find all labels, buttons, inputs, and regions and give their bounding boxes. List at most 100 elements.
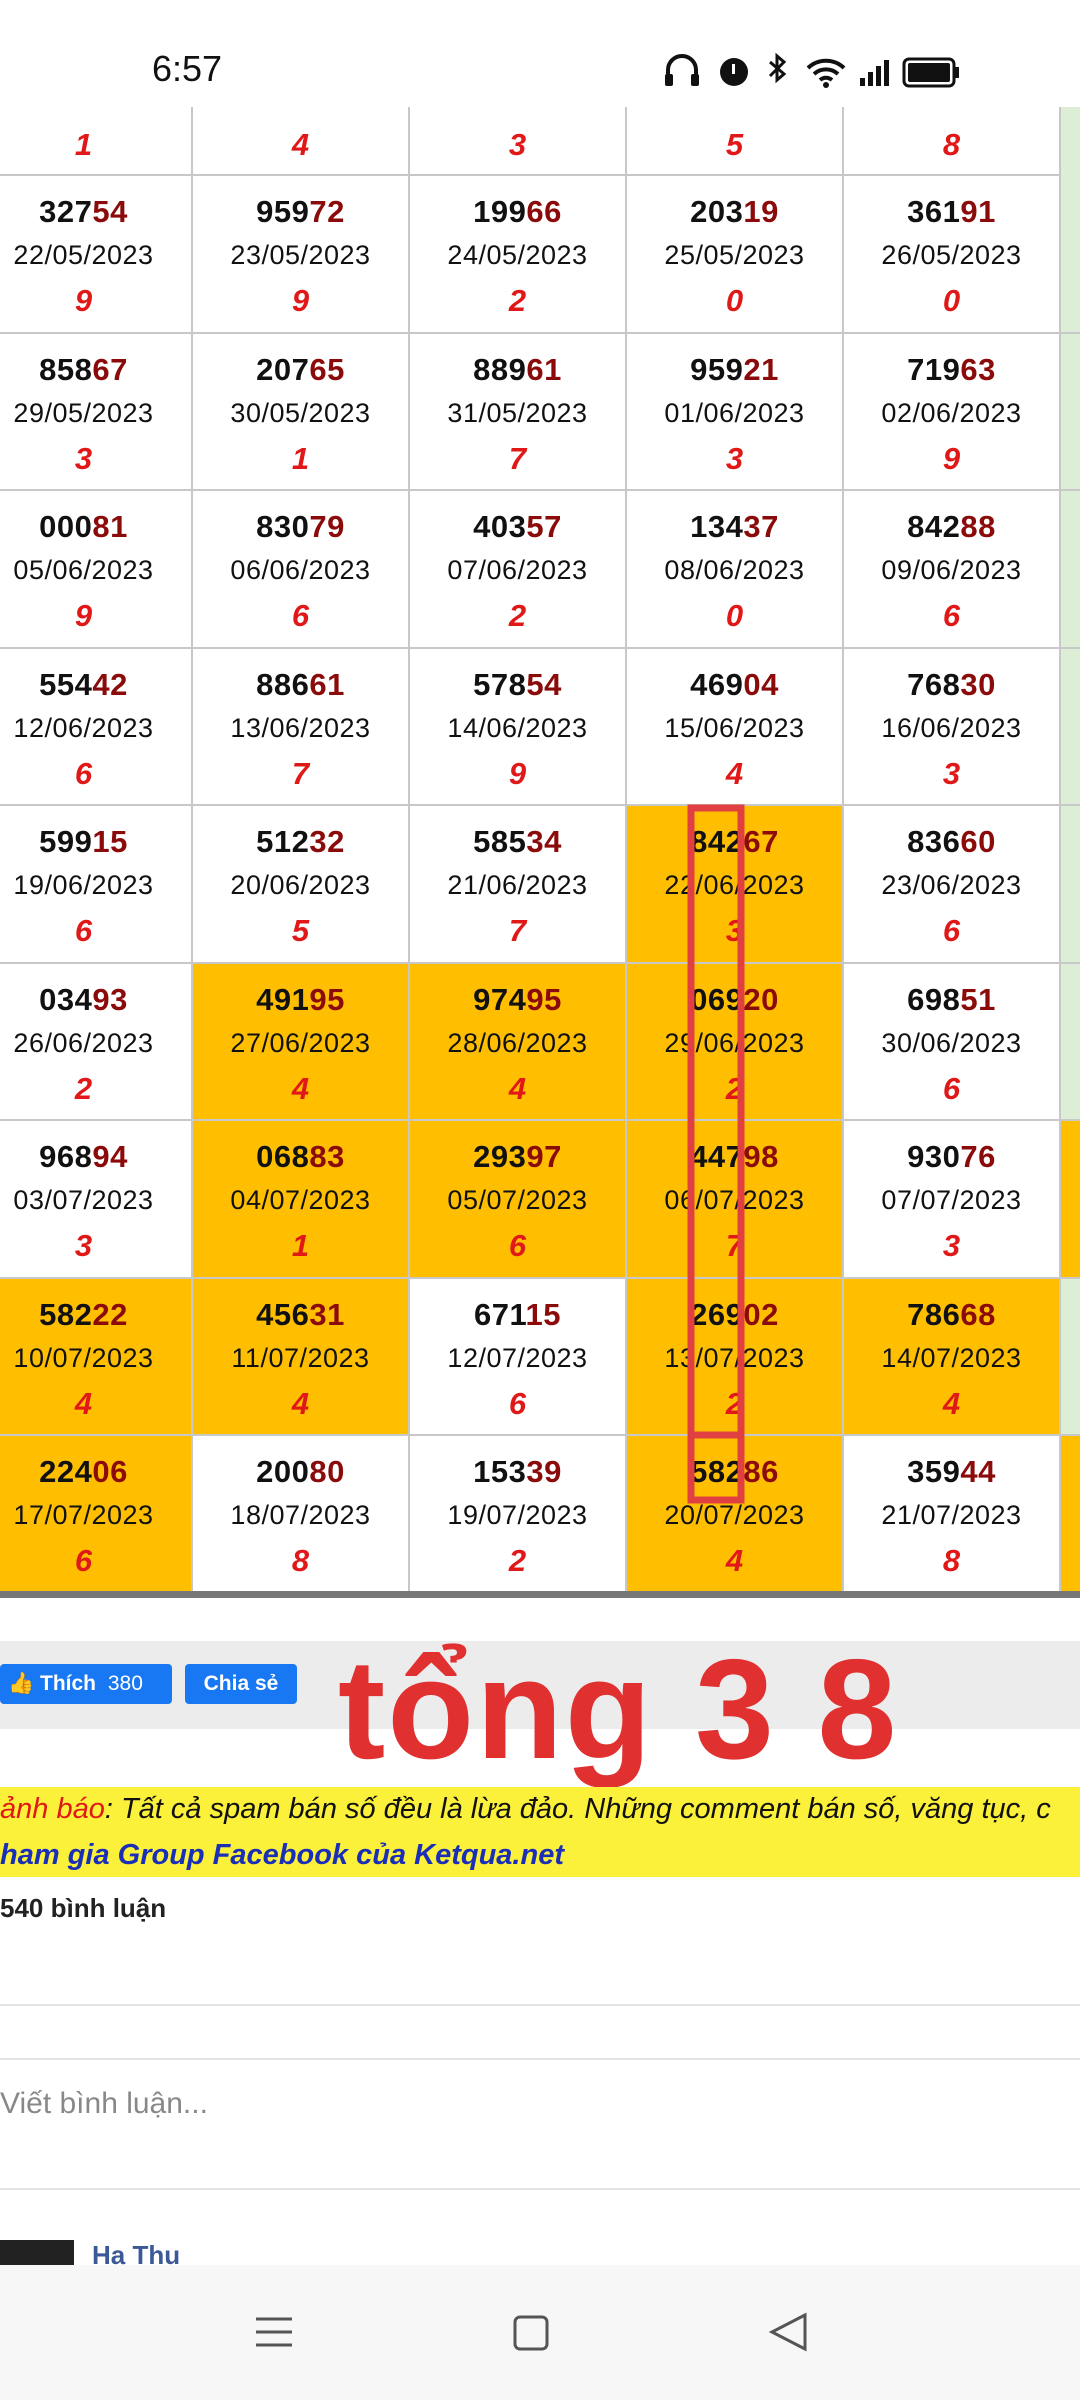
number-tail: 68 [960, 1296, 996, 1332]
check-digit: 2 [74, 1070, 93, 1106]
number-tail: 02 [743, 1296, 779, 1332]
table-cell: 06920 29/06/2023 2 [627, 963, 844, 1121]
like-button[interactable]: 👍 Thích 380 [0, 1664, 172, 1704]
table-cell: 67115 12/07/2023 6 [410, 1278, 627, 1436]
table-cell: 45631 11/07/2023 4 [193, 1278, 410, 1436]
comment-input[interactable]: Viết bình luận... [0, 2087, 208, 2120]
edge-column [1061, 806, 1080, 964]
draw-date: 23/06/2023 [881, 870, 1022, 900]
lottery-number: 84267 [627, 824, 842, 860]
lottery-number: 26902 [627, 1297, 842, 1333]
draw-date: 22/06/2023 [664, 870, 805, 900]
check-digit: 7 [508, 440, 527, 476]
number-head: 554 [39, 666, 93, 702]
check-digit: 4 [291, 127, 310, 162]
share-button[interactable]: Chia sẻ [185, 1664, 297, 1704]
draw-date: 23/05/2023 [230, 240, 371, 270]
number-head: 585 [473, 824, 527, 859]
number-tail: 94 [92, 1139, 128, 1174]
check-digit: 1 [291, 440, 310, 476]
draw-date: 12/07/2023 [447, 1342, 588, 1373]
check-digit: 3 [508, 127, 527, 162]
number-head: 968 [39, 1139, 93, 1174]
number-head: 359 [907, 1454, 961, 1489]
lottery-number: 84288 [844, 509, 1059, 545]
number-tail: 79 [309, 509, 345, 544]
draw-date: 07/06/2023 [447, 555, 588, 585]
check-digit: 9 [74, 283, 93, 318]
clock: 6:57 [152, 48, 223, 89]
lottery-number: 69851 [844, 982, 1059, 1018]
check-digit: 6 [942, 598, 961, 633]
number-head: 469 [690, 666, 744, 702]
number-tail: 06 [92, 1454, 128, 1489]
table-cell: 32754 22/05/2023 9 [0, 176, 193, 334]
number-head: 199 [473, 194, 527, 229]
check-digit: 2 [508, 1543, 527, 1578]
check-digit: 8 [942, 127, 961, 162]
draw-date: 18/07/2023 [230, 1500, 371, 1530]
home-icon[interactable] [513, 2315, 549, 2351]
table-cell: 35944 21/07/2023 8 [844, 1436, 1061, 1594]
draw-date: 14/06/2023 [447, 712, 588, 743]
draw-date: 21/07/2023 [881, 1500, 1022, 1530]
lottery-number: 58286 [627, 1454, 842, 1490]
check-digit: 4 [74, 1385, 93, 1421]
table-cell: 00081 05/06/2023 9 [0, 491, 193, 649]
draw-date: 20/06/2023 [230, 870, 371, 900]
edge-column [1061, 176, 1080, 334]
lottery-number: 58534 [410, 824, 625, 860]
table-cell: 51232 20/06/2023 5 [193, 806, 410, 964]
back-icon[interactable] [768, 2312, 807, 2352]
lottery-number: 58222 [0, 1297, 191, 1333]
draw-date: 19/06/2023 [13, 870, 154, 900]
number-head: 361 [907, 194, 961, 229]
lottery-number: 83079 [193, 509, 408, 545]
number-head: 456 [256, 1296, 310, 1332]
table-cell: 88961 31/05/2023 7 [410, 333, 627, 491]
draw-date: 29/06/2023 [664, 1027, 805, 1058]
check-digit: 4 [725, 1543, 744, 1578]
table-cell: 78668 14/07/2023 4 [844, 1278, 1061, 1436]
edge-column [1061, 107, 1080, 176]
number-tail: 88 [960, 509, 996, 544]
table-cell: 71963 02/06/2023 9 [844, 333, 1061, 491]
number-head: 153 [473, 1454, 527, 1489]
check-digit: 4 [725, 755, 744, 791]
number-tail: 54 [526, 666, 562, 702]
lottery-number: 32754 [0, 194, 191, 230]
check-digit: 2 [725, 1070, 744, 1106]
draw-date: 27/06/2023 [230, 1027, 371, 1058]
check-digit: 6 [291, 598, 310, 633]
number-head: 224 [39, 1454, 93, 1489]
check-digit: 3 [74, 440, 93, 476]
check-digit: 6 [74, 755, 93, 791]
lottery-number: 76830 [844, 667, 1059, 703]
number-tail: 67 [743, 824, 779, 859]
lottery-number: 13437 [627, 509, 842, 545]
group-link[interactable]: ham gia Group Facebook của Ketqua.net [0, 1839, 564, 1871]
number-head: 698 [907, 981, 961, 1017]
lottery-number: 40357 [410, 509, 625, 545]
table-cell: 03493 26/06/2023 2 [0, 963, 193, 1121]
number-tail: 67 [92, 351, 128, 387]
table-cell: 57854 14/06/2023 9 [410, 648, 627, 806]
number-tail: 65 [309, 351, 345, 387]
draw-date: 08/06/2023 [664, 555, 805, 585]
table-cell: 96894 03/07/2023 3 [0, 1121, 193, 1279]
comment-count: 540 bình luận [0, 1893, 167, 1923]
edge-column [1061, 648, 1080, 806]
lottery-number: 59915 [0, 824, 191, 860]
lottery-number: 71963 [844, 352, 1059, 388]
check-digit: 7 [508, 913, 527, 948]
draw-date: 31/05/2023 [447, 397, 588, 428]
menu-icon[interactable] [256, 2317, 292, 2347]
number-tail: 91 [960, 194, 996, 229]
number-head: 959 [256, 194, 310, 229]
lottery-number: 44798 [627, 1139, 842, 1175]
warning-text: : Tất cả spam bán số đều là lừa đảo. Nhữ… [104, 1793, 1051, 1825]
check-digit: 7 [725, 1228, 744, 1263]
edge-column [1061, 1121, 1080, 1279]
number-head: 768 [907, 666, 961, 702]
number-head: 842 [690, 824, 744, 859]
